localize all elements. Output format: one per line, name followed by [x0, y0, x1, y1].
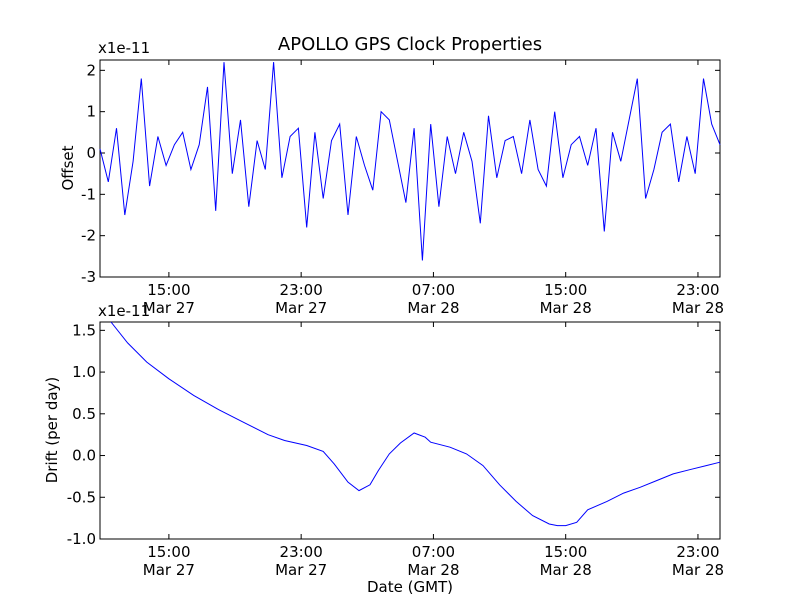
offset-x-tick-date: Mar 28 [672, 299, 724, 317]
drift-y-tick-label: -0.5 [67, 488, 96, 506]
drift-panel: x1e-11 Drift (per day) Date (GMT) -1.0 -0… [43, 302, 724, 596]
drift-series-line [110, 321, 721, 527]
drift-x-tick-date: Mar 28 [540, 561, 592, 579]
drift-multiplier-label: x1e-11 [98, 302, 150, 320]
drift-x-tick-date: Mar 27 [143, 561, 195, 579]
offset-y-tick-label: 0 [86, 144, 96, 162]
drift-y-axis-label: Drift (per day) [43, 377, 61, 484]
offset-multiplier-label: x1e-11 [98, 39, 150, 57]
drift-x-tick-label: 15:00 [544, 543, 587, 561]
offset-y-axis-label: Offset [59, 145, 77, 190]
drift-x-tick-date: Mar 28 [672, 561, 724, 579]
drift-x-tick-label: 23:00 [280, 543, 323, 561]
drift-x-tick-label: 23:00 [676, 543, 719, 561]
offset-plot-frame [99, 59, 721, 278]
figure-title: APOLLO GPS Clock Properties [278, 34, 542, 55]
offset-x-tick-date: Mar 28 [407, 299, 459, 317]
drift-y-tick-label: 0.0 [72, 447, 96, 465]
drift-y-tick-label: 1.5 [72, 321, 96, 339]
offset-x-tick-label: 07:00 [412, 281, 455, 299]
offset-x-tick-label: 15:00 [544, 281, 587, 299]
drift-x-tick-date: Mar 27 [275, 561, 327, 579]
offset-x-tick-date: Mar 27 [275, 299, 327, 317]
drift-y-tick-label: 0.5 [72, 405, 96, 423]
offset-x-tick-label: 23:00 [280, 281, 323, 299]
drift-x-tick-label: 07:00 [412, 543, 455, 561]
offset-x-tick-label: 15:00 [147, 281, 190, 299]
drift-x-tick-label: 15:00 [147, 543, 190, 561]
offset-series-line [99, 62, 721, 261]
drift-y-tick-label: 1.0 [72, 363, 96, 381]
offset-x-tick-date: Mar 28 [540, 299, 592, 317]
drift-x-axis-label: Date (GMT) [367, 578, 453, 596]
offset-x-tick-label: 23:00 [676, 281, 719, 299]
offset-y-tick-label: -1 [81, 185, 96, 203]
offset-y-tick-label: -3 [81, 268, 96, 286]
offset-y-tick-label: 1 [86, 103, 96, 121]
offset-x-tick-date: Mar 27 [143, 299, 195, 317]
drift-plot-frame [99, 321, 721, 540]
offset-y-tick-label: 2 [86, 61, 96, 79]
offset-y-tick-label: -2 [81, 227, 96, 245]
drift-y-ticks: -1.0 -0.5 0.0 0.5 1.0 1.5 [67, 321, 720, 548]
drift-x-tick-date: Mar 28 [407, 561, 459, 579]
drift-y-tick-label: -1.0 [67, 530, 96, 548]
